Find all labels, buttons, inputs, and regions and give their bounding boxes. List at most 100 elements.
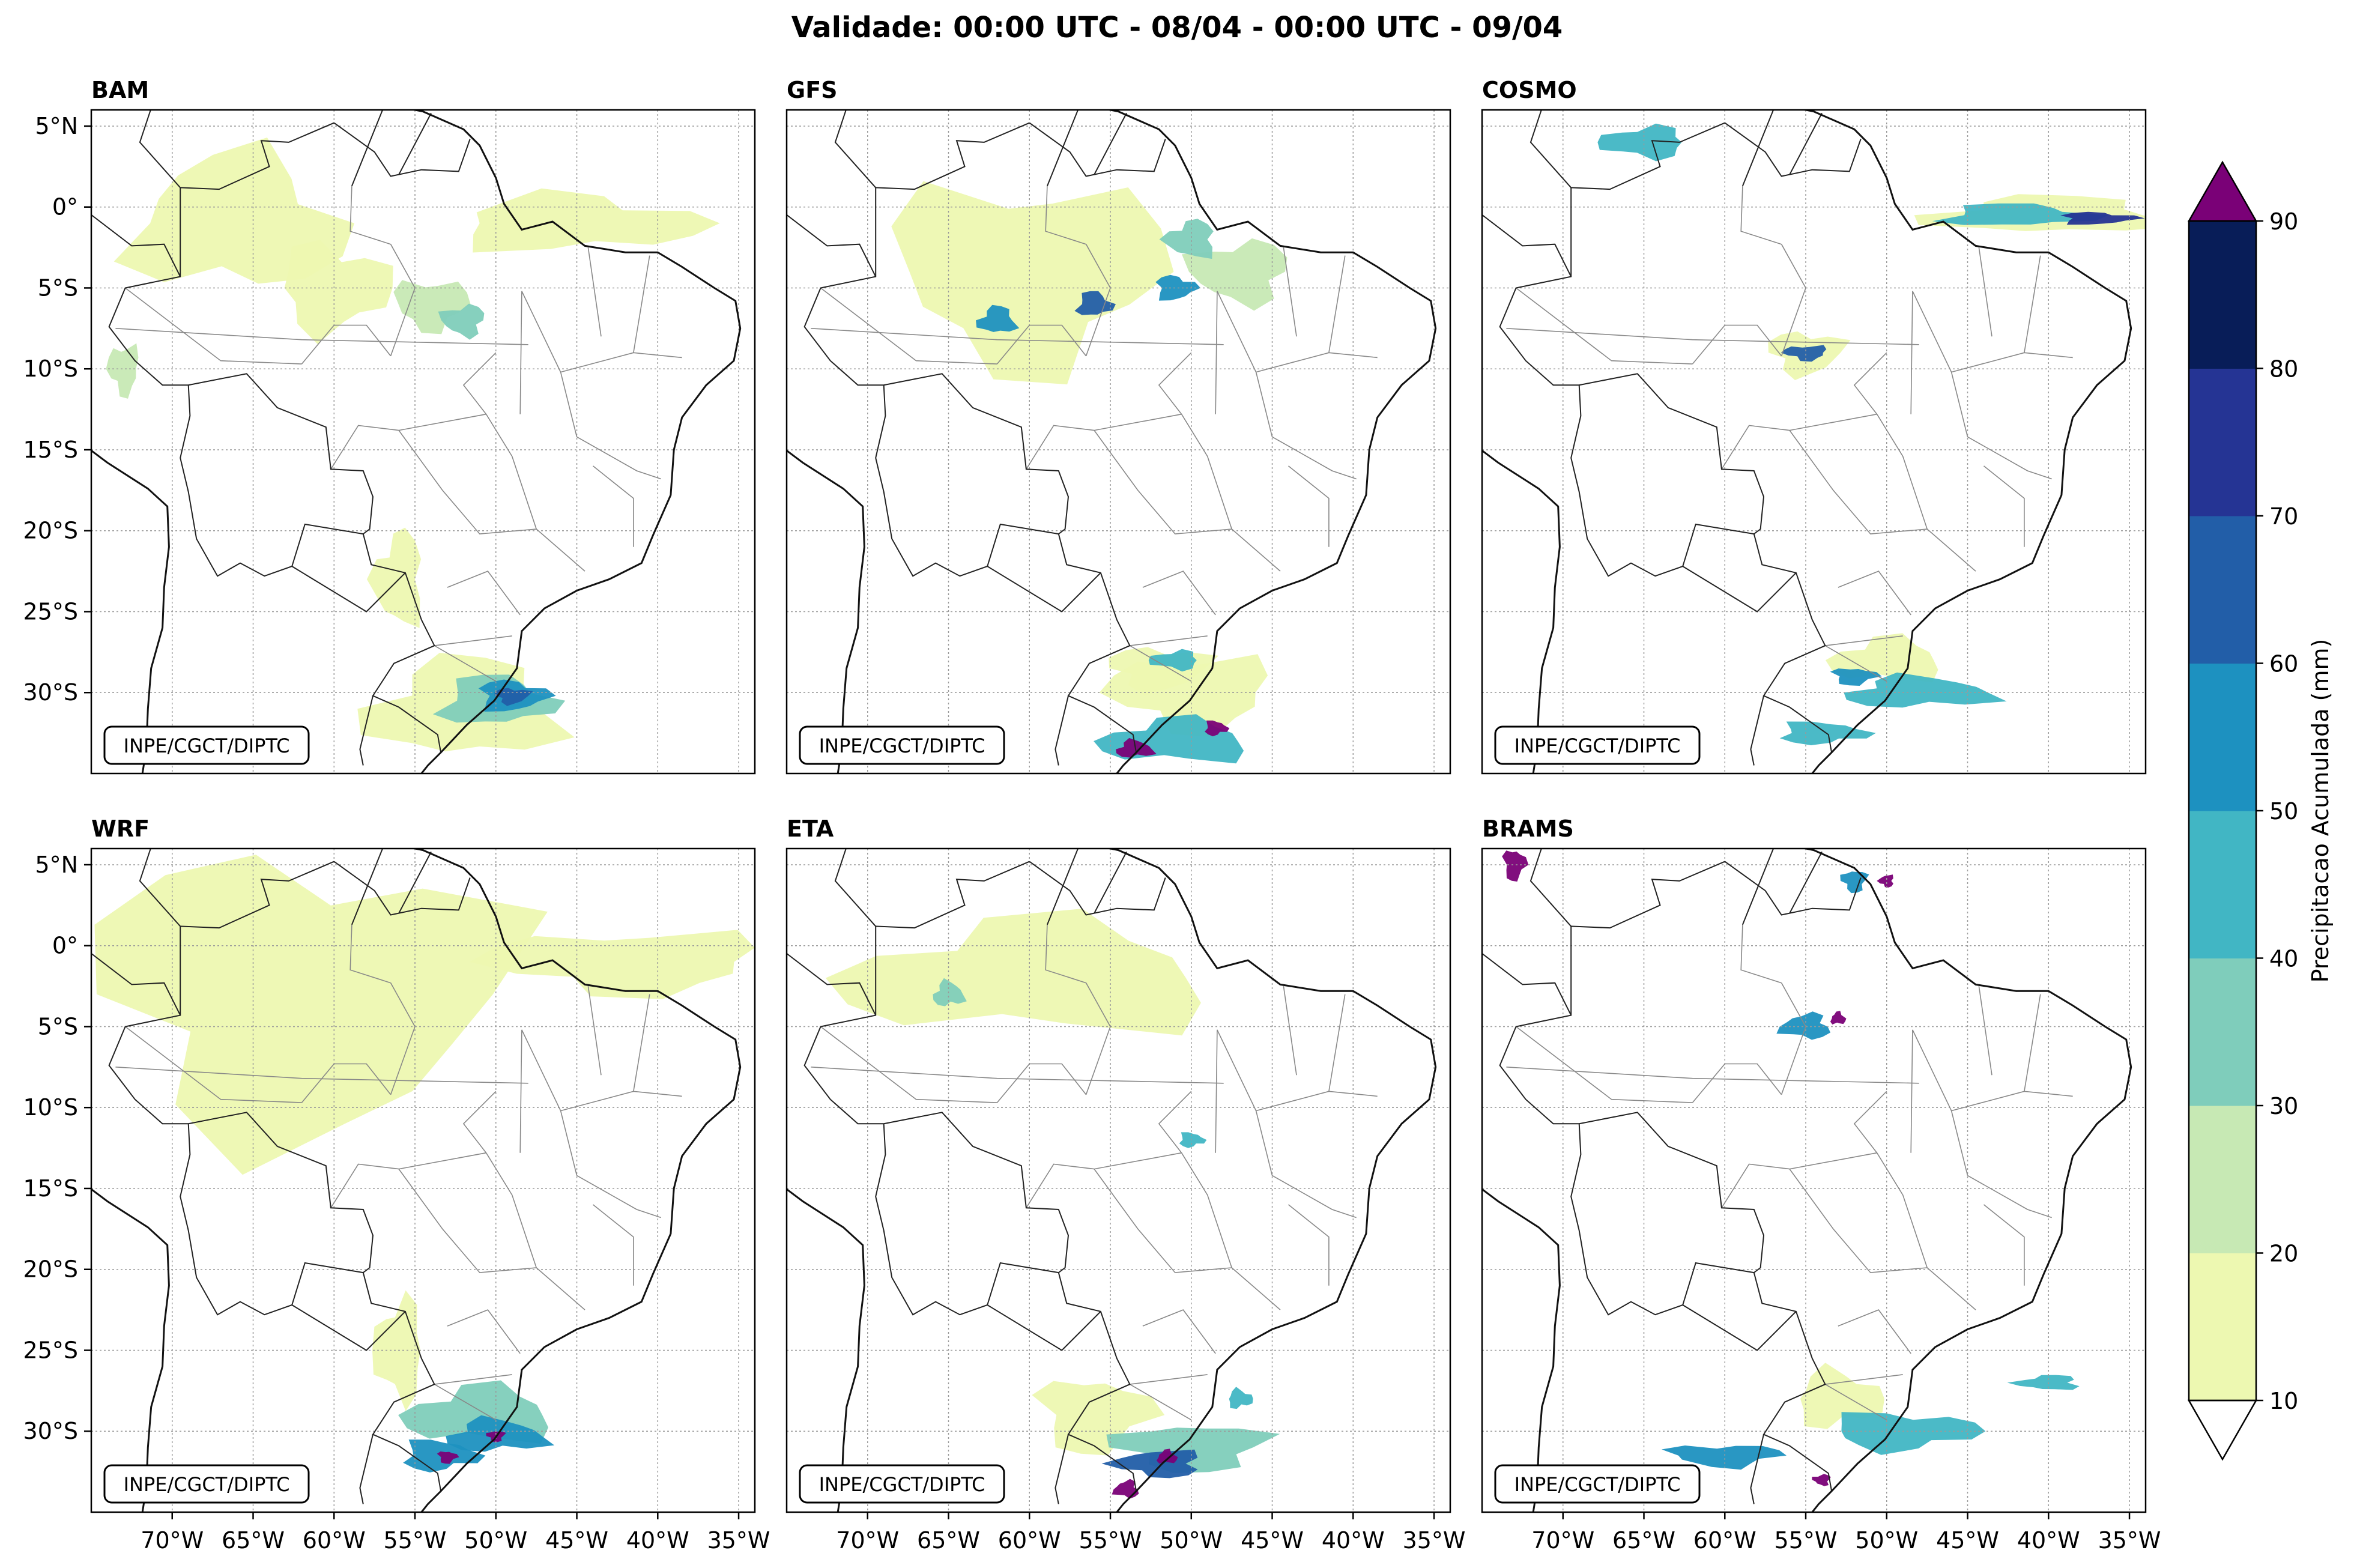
credit-box (1494, 725, 1701, 765)
state-border (485, 1152, 585, 1310)
country-border (1054, 695, 1069, 766)
lon-tick-label: 65°W (1612, 1527, 1675, 1554)
precip-area (1830, 668, 1882, 686)
state-border (1255, 372, 1273, 437)
lat-tick-label: 5°S (38, 1013, 78, 1040)
map-frame (785, 847, 1451, 1513)
country-border (1741, 110, 1775, 187)
precip-area (1116, 737, 1157, 758)
lat-tick-label: 10°S (23, 1094, 78, 1121)
state-border (1506, 328, 1919, 345)
precip-area (1032, 1381, 1165, 1456)
state-border (587, 247, 602, 337)
state-border (1181, 1152, 1281, 1310)
precip-area (438, 303, 485, 340)
country-border (787, 952, 877, 1016)
lon-tick-label: 70°W (1531, 1527, 1594, 1554)
precip-area (1812, 1474, 1831, 1486)
precip-area (1179, 1132, 1207, 1148)
precip-area (1661, 1445, 1787, 1470)
country-border (359, 695, 374, 766)
state-border (1781, 244, 1806, 356)
state-border (1142, 571, 1216, 616)
state-border (1967, 436, 2052, 480)
lat-tick-label: 30°S (23, 679, 78, 706)
credit-label: INPE/CGCT/DIPTC (1514, 734, 1681, 757)
precip-area (2060, 211, 2145, 225)
precip-area (1074, 291, 1116, 315)
precip-area (1597, 123, 1682, 162)
state-border (1130, 635, 1208, 646)
precip-area (1781, 345, 1827, 362)
country-border (875, 385, 1059, 577)
state-border (1853, 1091, 1887, 1154)
country-border (1741, 849, 1775, 925)
colorbar-tick-label: 30 (2269, 1093, 2298, 1119)
state-border (390, 244, 416, 356)
state-border (1692, 1063, 1782, 1103)
state-border (447, 1309, 521, 1354)
state-border (1094, 430, 1232, 534)
state-border (560, 1110, 578, 1176)
state-border (434, 1384, 497, 1421)
country-border (108, 861, 442, 1492)
country-border (1499, 861, 1833, 1492)
lon-tick-label: 60°W (1693, 1527, 1756, 1554)
state-border (1215, 1029, 1257, 1153)
country-border (351, 849, 384, 925)
lat-tick-label: 30°S (23, 1418, 78, 1444)
country-border (108, 122, 442, 753)
state-border (1978, 247, 1992, 337)
country-border (1499, 122, 1833, 753)
state-border (593, 465, 634, 547)
panel-title: ETA (787, 816, 834, 842)
state-border (1085, 982, 1111, 1095)
colorbar-segment (2189, 811, 2256, 958)
lon-tick-label: 35°W (707, 1527, 770, 1554)
map-frame (1481, 847, 2147, 1513)
state-border (1978, 985, 1992, 1076)
country-border (803, 861, 1137, 1492)
country-border (1046, 849, 1079, 925)
country-border (987, 1304, 1101, 1351)
lat-tick-label: 10°S (23, 356, 78, 382)
precip-area (1776, 1011, 1831, 1040)
lat-tick-label: 25°S (23, 598, 78, 625)
panel-title: BRAMS (1482, 816, 1574, 842)
country-border (398, 851, 432, 914)
lat-tick-label: 0° (52, 194, 78, 220)
lon-tick-label: 55°W (384, 1527, 447, 1554)
coastline (1482, 1188, 1561, 1512)
country-border (1046, 110, 1079, 187)
precip-area (1779, 721, 1876, 745)
country-border (1094, 851, 1127, 914)
state-border (1789, 430, 1928, 534)
precip-area (2007, 1375, 2080, 1390)
country-border (139, 110, 181, 189)
state-border (1824, 645, 1887, 682)
country-border (351, 110, 384, 187)
colorbar-over-arrow (2187, 160, 2258, 222)
state-border (1910, 1029, 1952, 1153)
country-border (139, 849, 181, 927)
state-border (434, 1374, 512, 1385)
credit-label: INPE/CGCT/DIPTC (124, 1473, 290, 1496)
state-border (434, 635, 512, 646)
country-border (1789, 112, 1823, 175)
country-border (834, 849, 876, 927)
state-border (820, 1026, 997, 1103)
state-border (398, 430, 537, 534)
credit-box (103, 725, 310, 765)
coastline (1801, 849, 2132, 1512)
precip-area (1841, 1412, 1986, 1455)
country-border (1482, 214, 1572, 277)
colorbar-tick-label: 70 (2269, 503, 2298, 530)
precip-area (470, 930, 755, 999)
state-border (1838, 571, 1911, 616)
state-border (115, 328, 528, 345)
lat-tick-label: 20°S (23, 518, 78, 544)
state-border (1838, 1309, 1911, 1354)
precip-area (1157, 1448, 1178, 1464)
state-border (349, 924, 391, 984)
lon-tick-label: 50°W (464, 1527, 527, 1554)
